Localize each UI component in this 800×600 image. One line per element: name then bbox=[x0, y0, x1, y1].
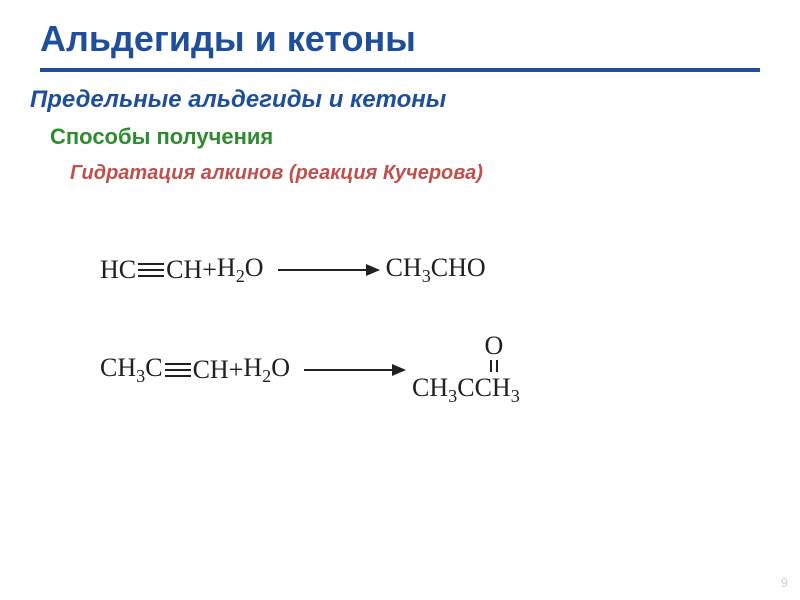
subtitle: Предельные альдегиды и кетоны bbox=[0, 72, 800, 114]
subsection-heading: Гидратация алкинов (реакция Кучерова) bbox=[0, 150, 800, 185]
slide-header: Альдегиды и кетоны bbox=[0, 0, 800, 66]
double-bond-icon bbox=[488, 360, 500, 372]
reaction-arrow-icon bbox=[278, 261, 378, 279]
r2-prod-a-sub: 3 bbox=[448, 386, 457, 406]
r1-reactant-b: CH bbox=[166, 255, 202, 285]
r2-reactant-c: CH bbox=[193, 355, 229, 385]
r1-plus: + bbox=[202, 255, 217, 285]
r1-product: CH3CHO bbox=[386, 253, 486, 287]
r2-ra-ch: CH bbox=[100, 353, 136, 382]
r2-product: O CH3CCH3 bbox=[412, 333, 520, 407]
r1-prod-b: CHO bbox=[431, 253, 486, 282]
r2-reagent-sub: 2 bbox=[262, 366, 271, 386]
reaction-arrow-icon bbox=[304, 361, 404, 379]
main-title: Альдегиды и кетоны bbox=[40, 18, 800, 60]
r1-reactant-a: HC bbox=[100, 255, 136, 285]
r2-plus: + bbox=[229, 355, 244, 385]
r2-reagent-h: H bbox=[243, 353, 262, 382]
reactions-block: HC CH + H2O CH3CHO CH3C CH + H2O O CH3CC… bbox=[0, 185, 800, 395]
triple-bond-icon bbox=[138, 263, 164, 277]
r1-reagent: H2O bbox=[217, 253, 264, 287]
r2-ra-sub: 3 bbox=[136, 366, 145, 386]
reaction-2: CH3C CH + H2O O CH3CCH3 bbox=[100, 345, 800, 395]
reaction-1: HC CH + H2O CH3CHO bbox=[100, 245, 800, 295]
page-number: 9 bbox=[781, 575, 788, 590]
r1-reagent-o: O bbox=[245, 253, 264, 282]
r2-reagent: H2O bbox=[243, 353, 290, 387]
r2-prod-b: CCH bbox=[457, 373, 510, 402]
r1-prod-a: CH bbox=[386, 253, 422, 282]
r2-prod-b-sub: 3 bbox=[511, 386, 520, 406]
r1-reagent-h: H bbox=[217, 253, 236, 282]
r1-reagent-sub: 2 bbox=[236, 266, 245, 286]
r2-prod-o: O bbox=[485, 333, 504, 359]
r2-prod-main: CH3CCH3 bbox=[412, 373, 520, 407]
r2-ra-c: C bbox=[145, 353, 162, 382]
r1-prod-a-sub: 3 bbox=[422, 266, 431, 286]
r2-reagent-o: O bbox=[271, 353, 290, 382]
r2-reactant-a: CH3C bbox=[100, 353, 163, 387]
section-heading: Способы получения bbox=[0, 114, 800, 150]
r2-prod-a: CH bbox=[412, 373, 448, 402]
triple-bond-icon bbox=[165, 363, 191, 377]
